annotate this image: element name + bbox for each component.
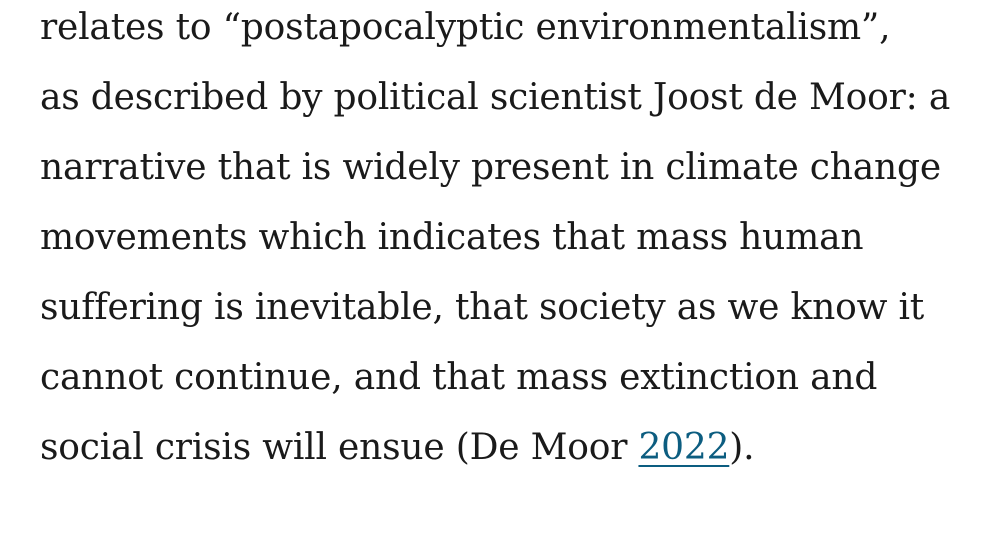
paragraph-line: cannot continue, and that mass extinctio…	[40, 357, 878, 398]
paragraph-line: movements which indicates that mass huma…	[40, 217, 864, 258]
paragraph-line: relates to “postapocalyptic environmenta…	[40, 7, 891, 48]
citation-link[interactable]: 2022	[638, 427, 730, 468]
paragraph-line: suffering is inevitable, that society as…	[40, 287, 925, 328]
last-line-text: social crisis will ensue (De Moor	[40, 427, 639, 468]
last-line-closing: ).	[729, 427, 755, 468]
paragraph-line: narrative that is widely present in clim…	[40, 147, 941, 188]
body-paragraph: relates to “postapocalyptic environmenta…	[40, 0, 980, 483]
paragraph-last-line: social crisis will ensue (De Moor 2022).	[40, 413, 980, 483]
paragraph-line: as described by political scientist Joos…	[40, 77, 951, 118]
